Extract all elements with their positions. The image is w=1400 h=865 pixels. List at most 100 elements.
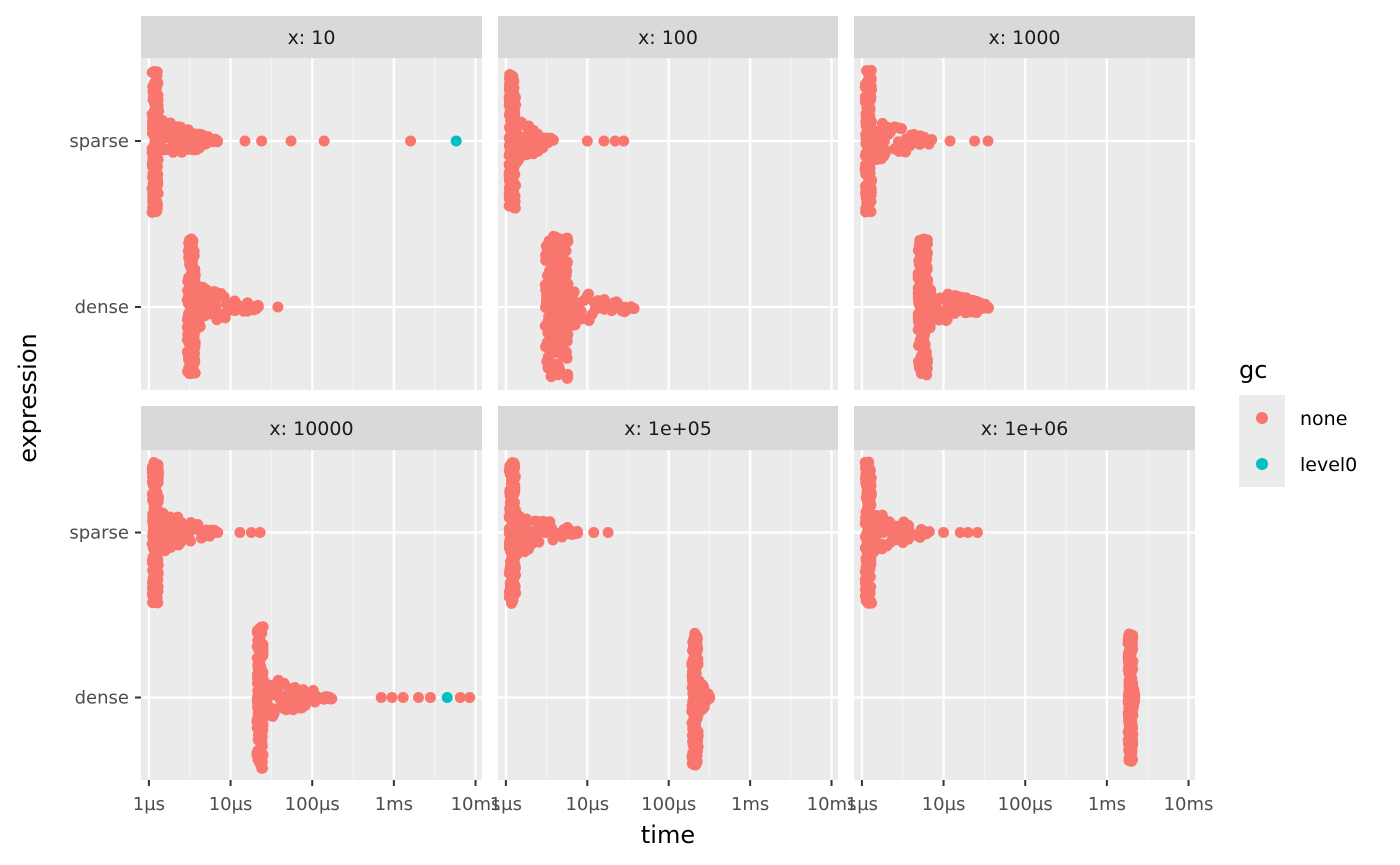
data-point <box>689 639 701 651</box>
data-point <box>204 308 216 320</box>
data-point <box>865 187 877 199</box>
data-point <box>690 735 702 747</box>
data-point <box>1123 654 1135 666</box>
series-row-sparse <box>146 457 266 609</box>
data-point <box>149 484 161 496</box>
data-point <box>862 98 874 110</box>
data-point <box>258 712 270 724</box>
data-point <box>257 648 269 660</box>
data-point <box>148 582 160 594</box>
data-point <box>169 130 181 142</box>
data-point <box>504 461 516 473</box>
data-point <box>892 532 904 544</box>
data-point <box>514 532 526 544</box>
data-point <box>696 679 708 691</box>
data-point <box>187 250 199 262</box>
facet-strip <box>141 406 482 450</box>
data-point <box>598 303 610 315</box>
outlier-point <box>969 135 981 147</box>
data-point <box>212 526 224 538</box>
outlier-point <box>982 135 994 147</box>
data-point <box>506 183 518 195</box>
data-point <box>513 138 525 150</box>
data-point <box>157 519 169 531</box>
x-tick-label: 1µs <box>846 794 878 815</box>
facet-panel: x: 10 sparse dense <box>69 16 482 390</box>
x-axis-title-group: time <box>641 821 695 849</box>
data-point <box>508 473 520 485</box>
outlier-point <box>609 135 621 147</box>
outlier-point <box>234 527 246 538</box>
legend-label: level0 <box>1300 454 1357 476</box>
data-point <box>864 571 876 583</box>
data-point <box>1126 709 1138 721</box>
data-point <box>921 310 933 322</box>
data-point <box>526 140 538 152</box>
data-point <box>969 306 981 318</box>
data-point <box>921 273 933 285</box>
data-point <box>870 509 882 521</box>
facet-strip-label: x: 10 <box>288 27 336 49</box>
legend-entries: none level0 <box>1239 395 1357 487</box>
outlier-point <box>618 135 630 147</box>
data-point <box>504 561 516 573</box>
data-point <box>241 299 253 311</box>
data-point <box>184 346 196 358</box>
data-point <box>608 297 620 309</box>
outlier-point <box>285 135 297 147</box>
data-point <box>523 530 535 542</box>
data-point <box>147 171 159 183</box>
data-point <box>920 284 932 296</box>
data-point <box>551 244 563 256</box>
y-axis-title: expression <box>14 333 42 462</box>
data-point <box>229 295 241 307</box>
facet-strip-label: x: 1000 <box>988 27 1060 49</box>
facet-panel: x: 1e+06 1µs 10µs 100µs 1ms 10ms <box>846 406 1214 815</box>
data-point <box>918 366 930 378</box>
data-point <box>561 256 573 268</box>
outlier-point <box>424 692 436 703</box>
data-point <box>552 267 564 279</box>
data-point <box>189 128 201 140</box>
data-point <box>267 710 279 722</box>
data-point <box>295 698 307 710</box>
data-point <box>153 141 165 153</box>
data-point <box>201 524 213 536</box>
data-point <box>505 489 517 501</box>
data-point <box>570 296 582 308</box>
data-point <box>187 270 199 282</box>
data-point <box>1125 738 1137 750</box>
data-point <box>517 119 529 131</box>
data-point <box>1124 634 1136 646</box>
data-point <box>1125 726 1137 738</box>
y-tick-label: sparse <box>69 523 129 544</box>
outlier-point <box>971 527 983 538</box>
x-tick-label: 10ms <box>1164 794 1214 815</box>
data-point <box>543 526 555 538</box>
data-point <box>628 303 640 315</box>
data-point <box>875 153 887 165</box>
data-point <box>877 527 889 539</box>
facet-panel: x: 1000 <box>854 16 1195 390</box>
data-point <box>150 180 162 192</box>
data-point <box>914 234 926 246</box>
data-point <box>875 136 887 148</box>
legend-key-point <box>1256 458 1268 470</box>
data-point <box>912 292 924 304</box>
y-tick-label: dense <box>75 688 129 709</box>
data-point <box>278 677 290 689</box>
data-point <box>691 726 703 738</box>
data-point <box>913 317 925 329</box>
data-point <box>557 290 569 302</box>
data-point <box>904 139 916 151</box>
data-point <box>254 631 266 643</box>
data-point <box>865 154 877 166</box>
data-point <box>867 128 879 140</box>
data-point <box>864 110 876 122</box>
data-point <box>904 530 916 542</box>
data-point <box>616 305 628 317</box>
data-point <box>562 368 574 380</box>
data-point <box>572 527 584 539</box>
data-point <box>185 336 197 348</box>
